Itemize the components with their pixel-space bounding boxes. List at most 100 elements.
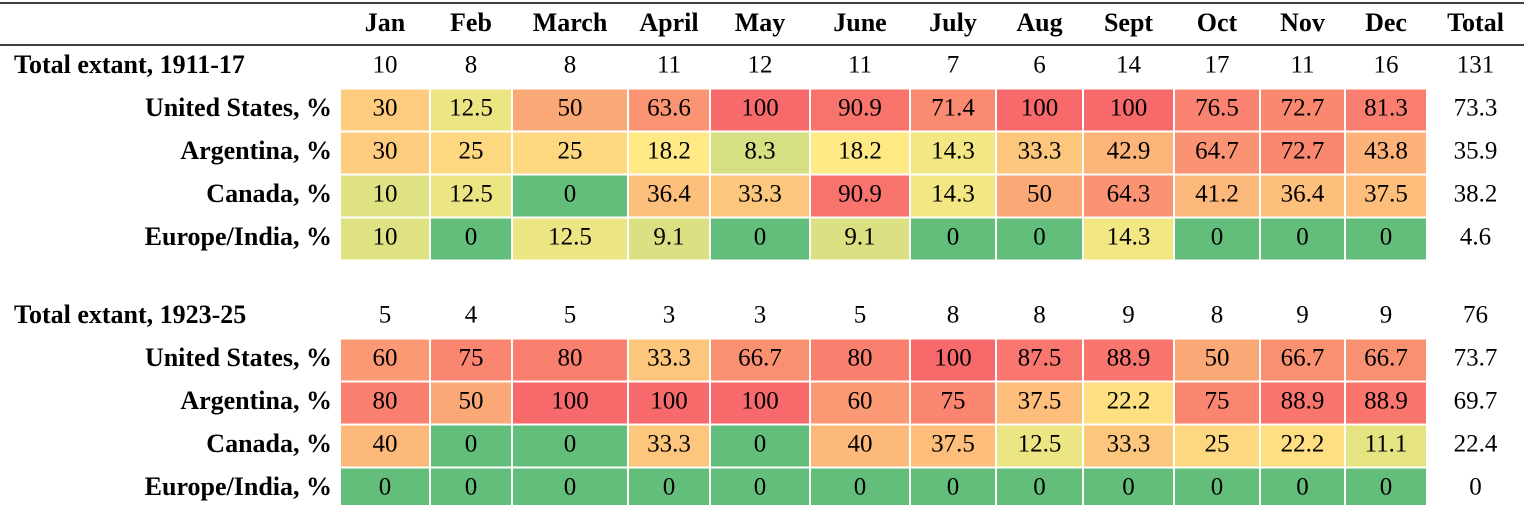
column-header: March: [533, 8, 608, 37]
cell-value: 64.3: [1107, 181, 1151, 208]
cell-value: 0: [854, 474, 867, 501]
heat-cell: [629, 382, 709, 424]
column-header: July: [929, 8, 977, 37]
heat-cell: [911, 425, 995, 467]
heat-cell: [431, 425, 511, 467]
heat-cell: [1175, 175, 1259, 217]
cell-value: 18.2: [647, 138, 691, 165]
heat-cell: [1346, 468, 1426, 505]
row-label: Canada, %: [206, 179, 332, 208]
cell-value: 0: [1296, 474, 1309, 501]
cell-value: 40: [373, 431, 398, 458]
heat-cell: [911, 382, 995, 424]
count-value: 8: [1033, 302, 1046, 329]
cell-value: 33.3: [1107, 431, 1151, 458]
cell-value: 88.9: [1281, 388, 1325, 415]
count-value: 5: [854, 302, 867, 329]
heat-cell: [997, 132, 1082, 174]
heat-cell: [431, 132, 511, 174]
heat-cell: [1175, 218, 1259, 260]
cell-value: 0: [663, 474, 676, 501]
column-header: Jan: [365, 8, 406, 37]
cell-value: 0: [947, 224, 960, 251]
heat-cell: [1084, 382, 1173, 424]
count-value: 9: [1122, 302, 1135, 329]
cell-value: 81.3: [1364, 95, 1408, 122]
cell-value: 90.9: [838, 181, 882, 208]
heat-cell: [997, 425, 1082, 467]
cell-value: 0: [465, 431, 478, 458]
heat-cell: [1261, 425, 1344, 467]
heat-cell: [341, 468, 429, 505]
heat-cell: [1084, 89, 1173, 131]
count-total: 76: [1463, 302, 1488, 329]
row-label: United States, %: [145, 93, 332, 122]
heat-cell: [341, 425, 429, 467]
cell-value: 10: [373, 224, 398, 251]
heat-cell: [431, 339, 511, 381]
column-header: Aug: [1016, 8, 1062, 37]
cell-value: 66.7: [738, 345, 782, 372]
cell-value: 100: [1110, 95, 1148, 122]
count-value: 5: [379, 302, 392, 329]
count-value: 8: [947, 302, 960, 329]
heat-cell: [513, 175, 627, 217]
heat-cell: [1084, 132, 1173, 174]
heat-cell: [513, 468, 627, 505]
column-header: May: [735, 8, 786, 37]
count-value: 3: [663, 302, 676, 329]
cell-value: 0: [1211, 474, 1224, 501]
heat-cell: [431, 89, 511, 131]
heat-cell: [711, 425, 809, 467]
heat-cell: [997, 382, 1082, 424]
cell-value: 0: [564, 431, 577, 458]
heat-cell: [513, 89, 627, 131]
cell-value: 80: [848, 345, 873, 372]
count-value: 11: [848, 52, 872, 79]
cell-value: 0: [1122, 474, 1135, 501]
cell-value: 0: [1033, 224, 1046, 251]
heat-cell: [1084, 175, 1173, 217]
cell-value: 0: [1380, 474, 1393, 501]
heat-cell: [811, 339, 909, 381]
heat-cell: [629, 425, 709, 467]
column-header: Dec: [1365, 8, 1407, 37]
heat-cell: [431, 218, 511, 260]
heat-cell: [997, 468, 1082, 505]
heat-cell: [711, 175, 809, 217]
heat-cell: [513, 132, 627, 174]
count-value: 11: [657, 52, 681, 79]
cell-value: 80: [558, 345, 583, 372]
cell-value: 30: [373, 138, 398, 165]
cell-value: 0: [564, 474, 577, 501]
cell-value: 43.8: [1364, 138, 1408, 165]
heat-cell: [341, 89, 429, 131]
heat-cell: [711, 382, 809, 424]
cell-value: 14.3: [931, 138, 975, 165]
heat-cell: [1346, 339, 1426, 381]
cell-value: 14.3: [1107, 224, 1151, 251]
cell-value: 0: [1296, 224, 1309, 251]
cell-value: 25: [1205, 431, 1230, 458]
cell-value: 0: [379, 474, 392, 501]
cell-value: 71.4: [931, 95, 975, 122]
heat-cell: [911, 132, 995, 174]
cell-value: 0: [465, 474, 478, 501]
cell-value: 0: [1211, 224, 1224, 251]
heat-cell: [629, 218, 709, 260]
count-value: 8: [564, 52, 577, 79]
heat-cell: [629, 468, 709, 505]
cell-value: 100: [934, 345, 972, 372]
heat-cell: [341, 218, 429, 260]
cell-value: 22.2: [1281, 431, 1325, 458]
count-value: 14: [1116, 52, 1142, 79]
heat-cell: [811, 468, 909, 505]
cell-value: 36.4: [1281, 181, 1325, 208]
heat-cell: [1261, 132, 1344, 174]
cell-value: 0: [947, 474, 960, 501]
heat-cell: [1175, 425, 1259, 467]
block-label: Total extant, 1923-25: [14, 300, 246, 329]
heat-cell: [1261, 175, 1344, 217]
cell-value: 72.7: [1281, 138, 1325, 165]
heat-cell: [629, 175, 709, 217]
